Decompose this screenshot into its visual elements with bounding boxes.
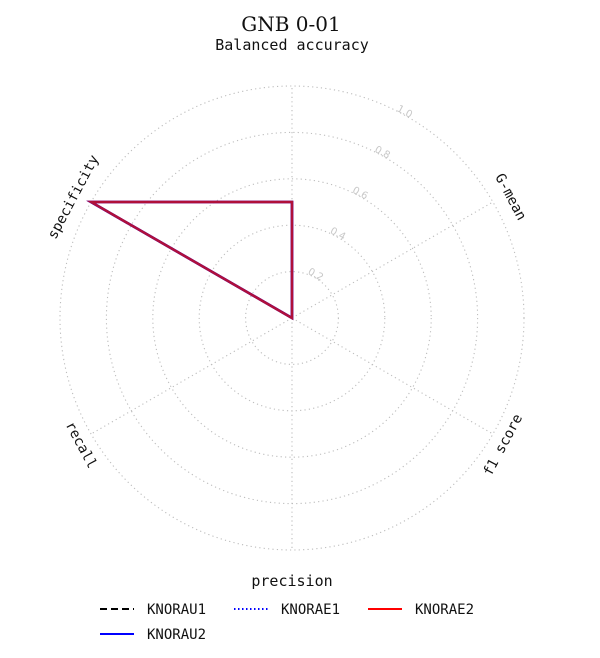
chart-title: GNB 0-01: [241, 12, 340, 36]
grid-spoke: [291, 201, 494, 319]
grid-ring: [152, 178, 432, 458]
axis-label-specificity: specificity: [45, 152, 103, 241]
legend-item-knorau1: KNORAU1: [100, 602, 206, 618]
series-lines: [86, 200, 294, 321]
legend-label: KNORAU2: [147, 627, 206, 643]
axis-label-balanced-accuracy: Balanced accuracy: [215, 36, 369, 54]
legend-label: KNORAE2: [415, 602, 474, 618]
radial-tick-label: 0.4: [328, 226, 347, 243]
axis-label-f1-score: f1 score: [480, 412, 526, 479]
series-overlap-blend: [86, 200, 294, 321]
axis-label-recall: recall: [62, 419, 100, 471]
grid-ring: [245, 271, 339, 365]
legend-item-knorae1: KNORAE1: [234, 602, 340, 618]
radial-tick-label: 0.2: [306, 266, 325, 283]
legend-item-knorau2: KNORAU2: [100, 627, 206, 643]
grid-spoke: [291, 317, 494, 435]
axis-label-precision: precision: [251, 572, 332, 590]
legend-label: KNORAE1: [281, 602, 340, 618]
grid-ring: [59, 85, 525, 551]
legend-label: KNORAU1: [147, 602, 206, 618]
radar-grid: [59, 85, 525, 551]
grid-spoke: [90, 317, 293, 435]
legend: KNORAU1 KNORAE1 KNORAE2 KNORAU2: [100, 602, 474, 643]
radial-tick-label: 1.0: [395, 104, 414, 121]
radial-tick-labels: 0.2 0.4 0.6 0.8 1.0: [306, 104, 414, 284]
legend-item-knorae2: KNORAE2: [368, 602, 474, 618]
radial-tick-label: 0.6: [350, 185, 369, 202]
axis-label-g-mean: G-mean: [491, 171, 529, 223]
radial-tick-label: 0.8: [373, 144, 392, 161]
